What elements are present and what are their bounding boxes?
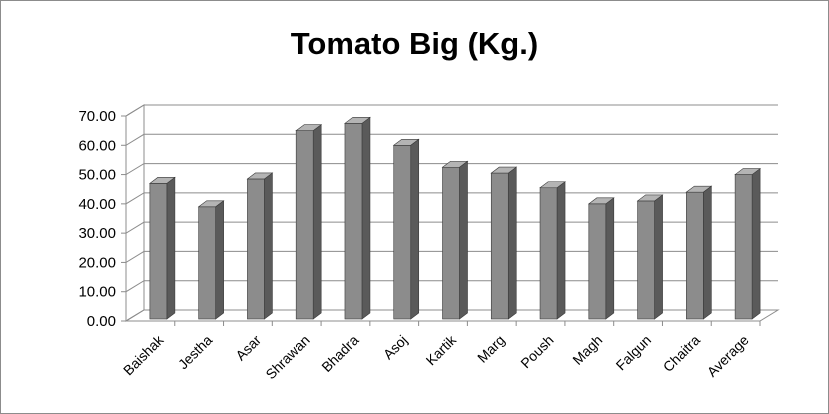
x-tick-label: Poush <box>517 332 556 371</box>
bar-front <box>149 183 168 320</box>
bar-front <box>295 130 314 320</box>
bar <box>539 181 566 320</box>
bar <box>148 176 176 320</box>
bar-front <box>539 187 558 320</box>
bar <box>587 197 615 320</box>
bar <box>685 185 713 320</box>
bar-top <box>636 194 664 202</box>
x-tick-label: Marg <box>474 332 508 366</box>
bar <box>490 166 518 320</box>
bar-top <box>441 160 469 168</box>
bar <box>295 124 323 320</box>
bar-front <box>247 178 265 320</box>
y-tick-label: 40.00 <box>78 196 116 213</box>
x-tick-label: Asar <box>232 332 264 364</box>
bar-side <box>264 172 273 320</box>
gridline <box>125 133 778 146</box>
bar-front <box>490 172 509 320</box>
bar-side <box>556 181 566 320</box>
bar <box>734 167 762 320</box>
gridline <box>125 104 778 117</box>
bar-side <box>751 167 761 320</box>
bar <box>197 200 225 320</box>
gridline <box>125 280 778 293</box>
bar-front <box>442 166 460 320</box>
bar-side <box>703 185 712 320</box>
x-tick-label: Baishak <box>120 331 167 378</box>
x-tick-label: Chaitra <box>660 332 703 375</box>
bar-side <box>654 194 663 320</box>
y-tick-label: 30.00 <box>78 225 116 242</box>
x-tick-label: Magh <box>569 332 605 368</box>
bar-side <box>361 116 371 320</box>
gridline <box>125 221 778 234</box>
y-tick-label: 50.00 <box>78 167 116 184</box>
bar-front <box>198 206 216 320</box>
bar-side <box>215 200 224 320</box>
bar-top <box>685 185 713 193</box>
gridline <box>125 309 778 322</box>
bar <box>344 116 371 320</box>
x-tick-label: Kartik <box>422 331 459 368</box>
x-tick-label: Jestha <box>175 332 216 373</box>
bar-front <box>734 174 753 320</box>
bar-side <box>507 166 517 320</box>
bar-top <box>246 172 274 180</box>
y-tick-label: 70.00 <box>78 108 116 125</box>
bar-front <box>588 203 607 320</box>
bar-side <box>605 197 615 320</box>
bar-side <box>410 138 420 320</box>
bar <box>246 172 274 320</box>
chart-title: Tomato Big (Kg.) <box>290 26 539 61</box>
y-tick-label: 60.00 <box>78 137 116 154</box>
bar-front <box>344 123 363 320</box>
bar-front <box>686 191 704 320</box>
x-tick-label: Shrawan <box>262 332 312 382</box>
y-tick-label: 10.00 <box>78 284 116 301</box>
x-tick-label: Bhadra <box>318 332 361 375</box>
bar-side <box>166 176 176 320</box>
side-wall <box>125 104 145 322</box>
bar <box>392 138 420 320</box>
bar <box>441 160 469 320</box>
gridline <box>125 250 778 263</box>
bar-side <box>312 124 322 320</box>
bar-top <box>392 138 420 146</box>
y-tick-label: 0.00 <box>87 313 116 330</box>
bar-top <box>344 117 371 124</box>
bar-top <box>148 177 176 184</box>
x-tick-label: Asoj <box>380 332 411 363</box>
gridline <box>125 163 778 175</box>
bar-top <box>539 181 566 189</box>
bar-top <box>734 168 762 175</box>
y-tick-label: 20.00 <box>78 254 116 271</box>
x-tick-label: Falgun <box>613 332 655 374</box>
x-tick-label: Average <box>704 332 752 380</box>
bar-top <box>197 200 225 208</box>
bar <box>636 194 664 320</box>
bar-top <box>587 197 615 205</box>
bar-top <box>295 124 323 131</box>
gridline <box>125 192 778 205</box>
bar-side <box>459 160 468 320</box>
bar-top <box>490 166 518 174</box>
bar-front <box>393 144 412 320</box>
bar-front <box>637 200 655 320</box>
